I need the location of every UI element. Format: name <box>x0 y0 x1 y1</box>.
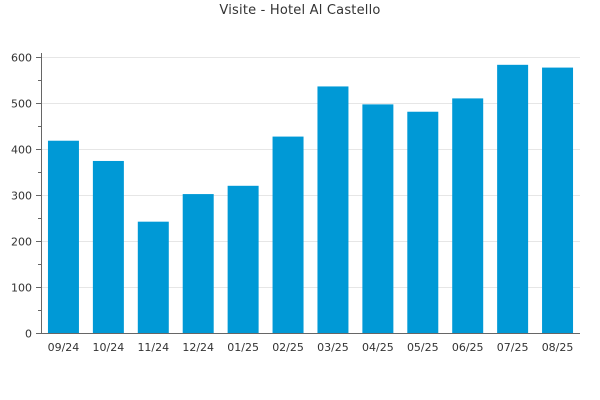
chart-title: Visite - Hotel Al Castello <box>219 3 381 18</box>
y-tick-label: 400 <box>11 144 32 157</box>
x-tick-label: 04/25 <box>362 341 394 354</box>
bar <box>47 140 79 333</box>
y-tick-label: 100 <box>11 282 32 295</box>
bar <box>542 67 574 333</box>
bar <box>407 111 439 334</box>
bar <box>92 160 124 333</box>
bar <box>452 98 484 334</box>
bar <box>137 221 169 333</box>
x-tick-label: 07/25 <box>497 341 529 354</box>
x-tick-label: 11/24 <box>137 341 169 354</box>
x-tick-label: 02/25 <box>272 341 304 354</box>
x-tick-label: 08/25 <box>542 341 574 354</box>
bar <box>182 194 214 333</box>
x-tick-label: 10/24 <box>93 341 125 354</box>
bar <box>497 64 529 333</box>
x-tick-label: 06/25 <box>452 341 484 354</box>
y-tick-label: 200 <box>11 236 32 249</box>
y-tick-label: 0 <box>25 328 32 341</box>
y-tick-label: 500 <box>11 98 32 111</box>
x-tick-label: 03/25 <box>317 341 349 354</box>
bar <box>227 185 259 333</box>
bar <box>272 136 304 333</box>
x-tick-label: 05/25 <box>407 341 439 354</box>
bar <box>362 104 394 333</box>
y-tick-label: 300 <box>11 190 32 203</box>
y-tick-label: 600 <box>11 52 32 65</box>
x-tick-label: 09/24 <box>48 341 80 354</box>
x-tick-label: 12/24 <box>182 341 214 354</box>
bar <box>317 86 349 333</box>
x-tick-label: 01/25 <box>227 341 259 354</box>
